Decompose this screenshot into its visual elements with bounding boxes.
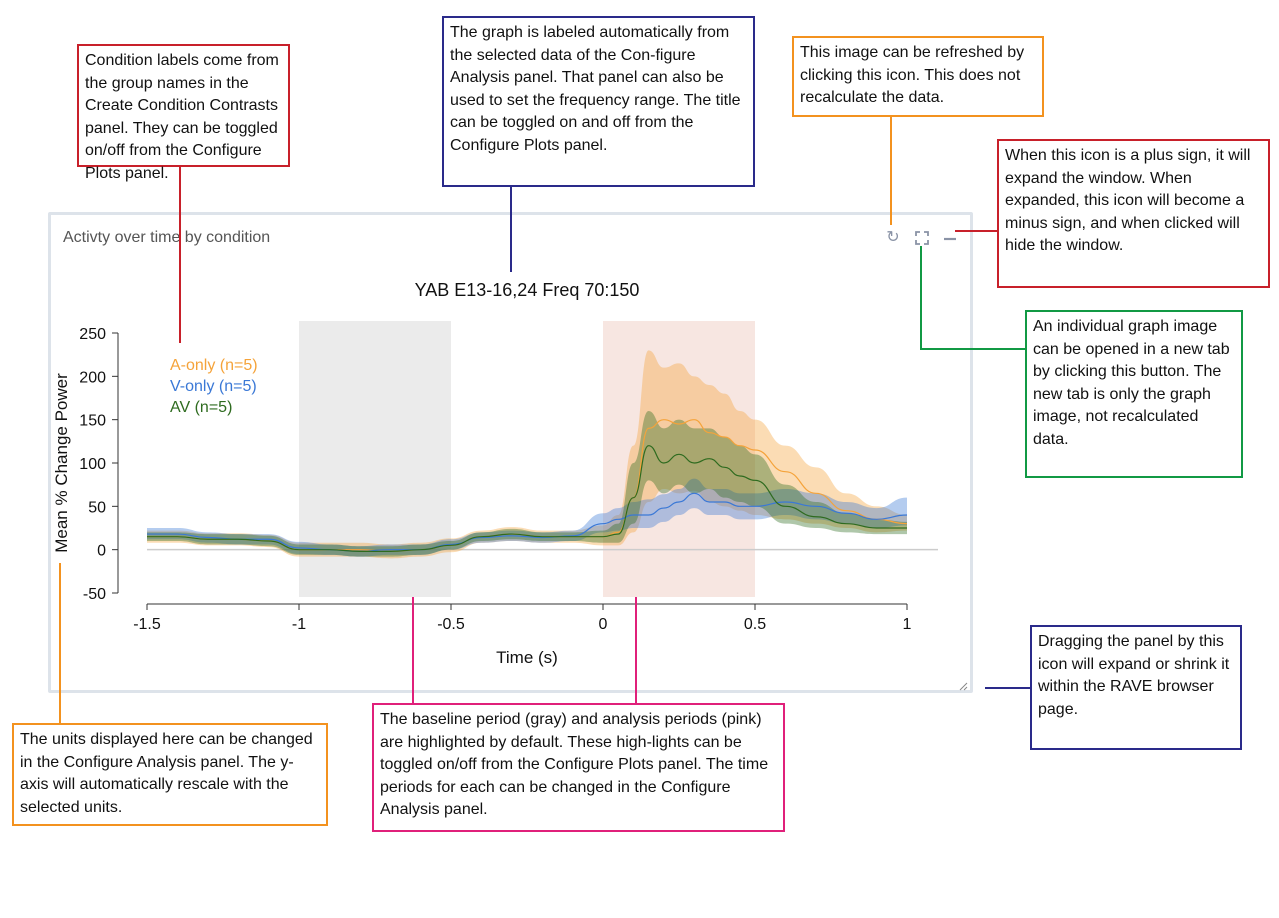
annotation-resize: Dragging the panel by this icon will exp… [1030,625,1242,750]
series-line-2 [147,445,907,553]
minimize-icon[interactable] [941,229,959,247]
y-tick-label: 0 [97,543,106,560]
legend-entry: AV (n=5) [170,399,232,416]
y-tick-label: 100 [79,456,106,473]
annotation-units: The units displayed here can be changed … [12,723,328,826]
plot-panel: Activty over time by condition ↻ [48,212,973,693]
resize-handle-icon[interactable] [958,678,968,691]
confidence-band-2 [147,411,907,557]
y-tick-label: 150 [79,413,106,430]
y-tick-label: 250 [79,326,106,343]
legend-entry: A-only (n=5) [170,357,258,374]
connector-line [59,563,61,723]
chart-title: YAB E13-16,24 Freq 70:150 [415,280,640,300]
connector-line [635,597,637,703]
refresh-icon[interactable]: ↻ [886,229,900,246]
connector-line [985,687,1030,689]
expand-icon[interactable] [913,229,931,247]
annotation-refresh: This image can be refreshed by clicking … [792,36,1044,117]
panel-title: Activty over time by condition [63,229,271,246]
connector-line [920,246,922,350]
y-tick-label: -50 [83,586,106,603]
annotation-graph-title: The graph is labeled automatically from … [442,16,755,187]
x-tick-label: 0.5 [744,616,766,633]
connector-line [412,597,414,703]
connector-line [955,230,997,232]
confidence-band-1 [147,478,907,557]
x-tick-label: 1 [903,616,912,633]
x-tick-label: -0.5 [437,616,465,633]
x-tick-label: -1.5 [133,616,161,633]
x-axis-label: Time (s) [496,648,558,667]
x-tick-label: 0 [599,616,608,633]
connector-line [510,187,512,272]
series-line-1 [147,492,908,553]
analysis-highlight [603,321,755,597]
y-tick-label: 200 [79,369,106,386]
connector-line [179,167,181,343]
legend-entry: V-only (n=5) [170,378,257,395]
annotation-expand: An individual graph image can be opened … [1025,310,1243,478]
y-axis-label: Mean % Change Power [52,373,71,553]
x-tick-label: -1 [292,616,306,633]
connector-line [920,348,1025,350]
connector-line [890,117,892,225]
annotation-highlights: The baseline period (gray) and analysis … [372,703,785,832]
confidence-band-0 [147,350,907,559]
annotation-minimize: When this icon is a plus sign, it will e… [997,139,1270,288]
annotation-condition-labels: Condition labels come from the group nam… [77,44,290,182]
y-tick-label: 50 [88,499,106,516]
